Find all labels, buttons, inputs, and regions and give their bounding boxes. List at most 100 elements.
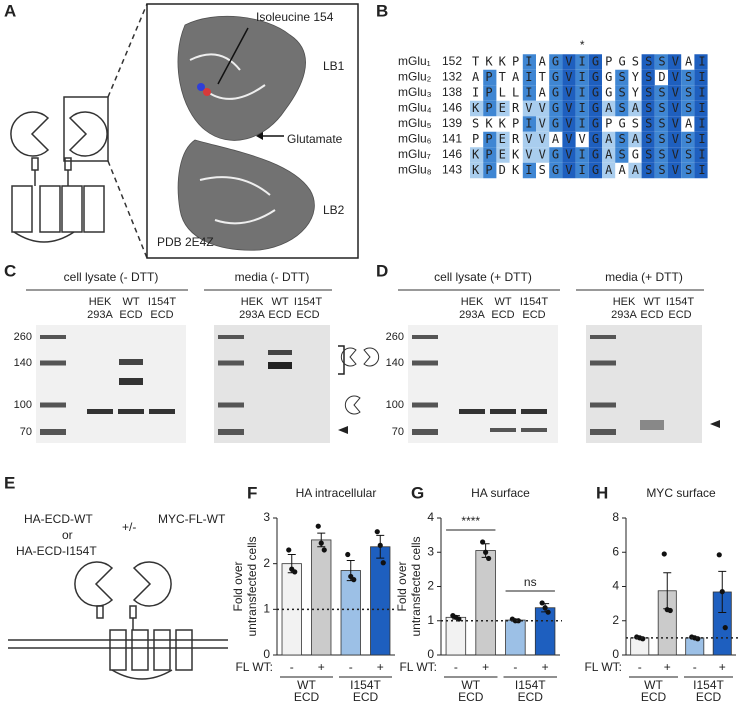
receptor-name: mGlu₇ [398, 147, 431, 161]
residue-shade [549, 147, 563, 163]
ladder-band [40, 360, 66, 366]
lane-label: HEK [89, 296, 112, 308]
bar [340, 570, 361, 656]
residue-number: 132 [442, 70, 462, 84]
residue-shade [681, 69, 695, 86]
ladder-band [218, 360, 244, 366]
residue-shade [522, 131, 536, 148]
y-tick-label: 2 [427, 579, 434, 593]
lane-label: ECD [491, 309, 514, 321]
tm-helices [11, 185, 105, 233]
lane-label: ECD [522, 309, 545, 321]
x-tick-label: - [349, 660, 353, 674]
construct: HA-ECD-WT [24, 512, 93, 526]
x-axis-label: FL WT: [235, 660, 273, 674]
construct: MYC-FL-WT [158, 512, 226, 526]
residue-shade [588, 162, 602, 179]
y-axis-label: Fold over [231, 561, 245, 611]
group-label: ECD [294, 690, 320, 701]
bracket [338, 345, 345, 375]
venus-flytrap [68, 111, 108, 157]
residue-shade [562, 100, 576, 117]
residue-shade [562, 131, 576, 148]
annotation: Glutamate [287, 132, 343, 146]
venus-flytrap [132, 561, 172, 607]
monomer-icon [344, 395, 361, 415]
residue-shade [536, 100, 550, 117]
lane-label: WT [122, 296, 139, 308]
band [490, 428, 516, 432]
tm-helices [109, 629, 193, 671]
zoom-line [107, 160, 148, 259]
x-tick-label: - [290, 660, 294, 674]
lane-label: HEK [613, 296, 636, 308]
lane-label: 293A [87, 309, 113, 321]
residue-shade [575, 116, 589, 132]
dimer-icon [340, 347, 380, 367]
band [268, 350, 292, 355]
residue-shade [628, 131, 642, 148]
residue-shade [562, 85, 576, 101]
bar [445, 616, 467, 656]
annotation: Isoleucine 154 [256, 10, 334, 24]
residue-shade [575, 85, 589, 101]
residue-shade [549, 54, 563, 70]
data-point [321, 547, 327, 553]
x-axis-label: FL WT: [399, 660, 437, 674]
ladder-band [590, 429, 616, 435]
y-tick-label: 8 [612, 510, 619, 524]
residue-shade [615, 131, 629, 148]
residue-shade [681, 100, 695, 117]
receptor-name: mGlu₁ [398, 54, 431, 68]
lane-label: WT [271, 296, 288, 308]
residue-shade [562, 69, 576, 86]
lane-label: ECD [150, 309, 173, 321]
y-tick-label: 0 [263, 647, 270, 661]
residue-shade [562, 162, 576, 179]
residue-shade [628, 100, 642, 117]
crd [96, 605, 104, 619]
group-label: ECD [518, 690, 544, 701]
construct: HA-ECD-I154T [16, 544, 97, 558]
data-point [515, 618, 521, 624]
residue-shade [654, 147, 668, 163]
residue-shade [681, 147, 695, 163]
residue-shade [522, 162, 536, 179]
bar [475, 550, 496, 656]
bar [311, 539, 332, 656]
residue-shade [470, 147, 484, 163]
data-point [640, 636, 646, 642]
residue-shade [562, 54, 576, 70]
chart-title: HA surface [471, 486, 530, 500]
construct: +/- [122, 520, 136, 534]
marker-label: 100 [14, 399, 32, 411]
residue-number: 139 [442, 116, 462, 130]
residue-shade [615, 147, 629, 163]
residue-shade [602, 162, 616, 179]
residue-shade [681, 85, 695, 101]
residue-number: 146 [442, 147, 462, 161]
band [459, 409, 485, 414]
y-tick-label: 4 [427, 510, 434, 524]
residue-shade [615, 100, 629, 117]
x-tick-label: + [664, 660, 671, 674]
residue-shade [588, 69, 602, 86]
residue-shade [694, 100, 708, 117]
receptor-schematic [10, 3, 148, 259]
group-label: ECD [641, 690, 667, 701]
band [119, 378, 143, 385]
blot-title: cell lysate (- DTT) [64, 270, 159, 284]
group-label: WT [461, 678, 480, 692]
loop [111, 669, 173, 680]
data-point [695, 636, 701, 642]
y-tick-label: 4 [612, 579, 619, 593]
residue-shade [483, 162, 497, 179]
residue-shade [522, 69, 536, 86]
y-tick-label: 2 [612, 613, 619, 627]
ribbon [189, 53, 276, 225]
x-tick-label: - [693, 660, 697, 674]
blot-title: cell lysate (+ DTT) [434, 270, 532, 284]
lane-label: ECD [668, 309, 691, 321]
crd [64, 157, 72, 171]
residue-shade [668, 116, 682, 132]
